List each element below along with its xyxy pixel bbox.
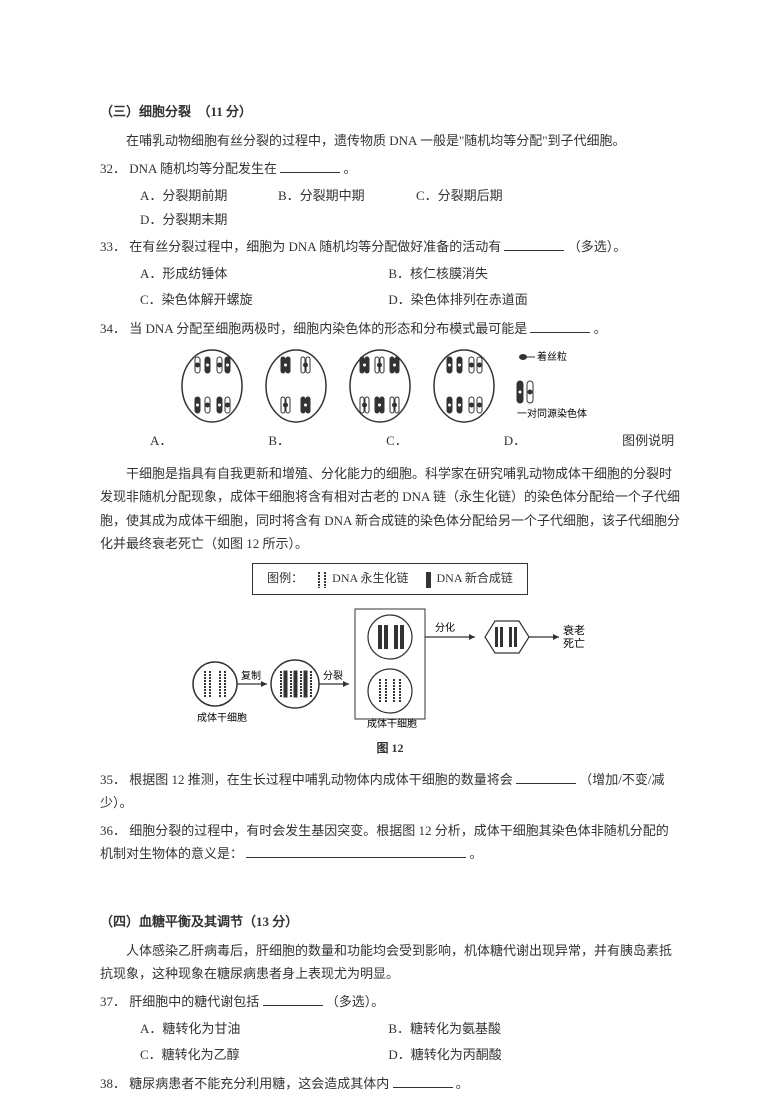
q36-tail: 。 [470,846,483,861]
q32-opt-c[interactable]: C．分裂期后期 [416,184,526,207]
q32-blank[interactable] [280,159,340,173]
legend-homolog: 一对同源染色体 [517,407,587,420]
q36-blank[interactable] [246,844,466,858]
fig12: 成体干细胞 复制 分裂 成体干细胞 分化 [100,599,680,736]
fig12-divide: 分裂 [323,669,343,682]
q33-tail: （多选）。 [568,239,627,254]
q34: 34． 当 DNA 分配至细胞两极时，细胞内染色体的形态和分布模式最可能是 。 [100,317,680,340]
legend-centromere: 着丝粒 [537,350,567,363]
q35-text: 根据图 12 推测，在生长过程中哺乳动物体内成体干细胞的数量将会 [129,772,513,787]
q34-label-a[interactable]: A． [150,429,172,452]
q37-opt-c[interactable]: C．糖转化为乙醇 [140,1043,388,1066]
q33-opt-a[interactable]: A．形成纺锤体 [140,262,388,285]
q32: 32． DNA 随机均等分配发生在 。 [100,157,680,180]
section3-intro: 在哺乳动物细胞有丝分裂的过程中，遗传物质 DNA 一般是"随机均等分配"到子代细… [100,129,680,152]
fig12-legend: 图例： DNA 永生化链 DNA 新合成链 [100,563,680,595]
q32-opt-b[interactable]: B．分裂期中期 [278,184,388,207]
new-strand-icon [424,571,434,589]
q33-opt-c[interactable]: C．染色体解开螺旋 [140,288,388,311]
fig12-replicate: 复制 [241,669,261,682]
q36-num: 36． [100,823,126,838]
stem-cell-para: 干细胞是指具有自我更新和增殖、分化能力的细胞。科学家在研究哺乳动物成体干细胞的分… [100,462,680,556]
q32-opt-a[interactable]: A．分裂期前期 [140,184,250,207]
q33-opt-d[interactable]: D．染色体排列在赤道面 [388,288,636,311]
q35-num: 35． [100,772,126,787]
q37-tail: （多选）。 [326,994,385,1009]
q37-text: 肝细胞中的糖代谢包括 [129,994,259,1009]
fig12-stem2: 成体干细胞 [367,717,417,730]
q33-num: 33． [100,239,126,254]
q37-options: A．糖转化为甘油 B．糖转化为氨基酸 C．糖转化为乙醇 D．糖转化为丙酮酸 [100,1017,680,1068]
immortal-strand-icon [315,571,329,589]
section4-intro: 人体感染乙肝病毒后，肝细胞的数量和功能均会受到影响，机体糖代谢出现异常，并有胰岛… [100,939,680,986]
q35: 35． 根据图 12 推测，在生长过程中哺乳动物体内成体干细胞的数量将会 （增加… [100,768,680,815]
q38-tail: 。 [456,1076,469,1091]
cell-diagram-d [429,347,499,425]
cell-diagram-a [177,347,247,425]
q34-label-c[interactable]: C． [386,429,408,452]
q32-tail: 。 [343,161,356,176]
q34-option-labels: A． B． C． D． 图例说明 [100,429,680,452]
fig12-diff: 分化 [435,621,455,634]
fig12-caption: 图 12 [100,738,680,760]
q35-blank[interactable] [516,770,576,784]
q37-blank[interactable] [263,992,323,1006]
q34-text: 当 DNA 分配至细胞两极时，细胞内染色体的形态和分布模式最可能是 [129,321,527,336]
q37: 37． 肝细胞中的糖代谢包括 （多选）。 [100,990,680,1013]
q33: 33． 在有丝分裂过程中，细胞为 DNA 随机均等分配做好准备的活动有 （多选）… [100,235,680,258]
q34-label-b[interactable]: B． [268,429,290,452]
q38-blank[interactable] [393,1074,453,1088]
q34-tail: 。 [594,321,607,336]
legend-item2: DNA 新合成链 [437,571,513,585]
q34-label-d[interactable]: D． [504,429,526,452]
q37-opt-d[interactable]: D．糖转化为丙酮酸 [388,1043,636,1066]
section4-title: （四）血糖平衡及其调节（13 分） [100,910,680,933]
q37-opt-b[interactable]: B．糖转化为氨基酸 [388,1017,636,1040]
q34-blank[interactable] [530,319,590,333]
q34-num: 34． [100,321,126,336]
q32-options: A．分裂期前期 B．分裂期中期 C．分裂期后期 D．分裂期末期 [100,184,680,231]
fig12-die-2: 死亡 [563,636,585,650]
q33-blank[interactable] [504,237,564,251]
fig12-stem1: 成体干细胞 [197,711,247,724]
q32-num: 32． [100,161,126,176]
q34-label-legend: 图例说明 [622,429,674,452]
q38-text: 糖尿病患者不能充分利用糖，这会造成其体内 [129,1076,389,1091]
q32-opt-d[interactable]: D．分裂期末期 [140,208,250,231]
cell-diagram-c [345,347,415,425]
q33-opt-b[interactable]: B．核仁核膜消失 [388,262,636,285]
q38-num: 38． [100,1076,126,1091]
cell-diagram-b [261,347,331,425]
q34-legend-icon: 着丝粒 一对同源染色体 [513,347,603,425]
section3-title: （三）细胞分裂 （11 分） [100,100,680,123]
q33-options: A．形成纺锤体 B．核仁核膜消失 C．染色体解开螺旋 D．染色体排列在赤道面 [100,262,680,313]
legend-label: 图例： [267,571,303,585]
q37-num: 37． [100,994,126,1009]
q32-text: DNA 随机均等分配发生在 [129,161,277,176]
legend-item1: DNA 永生化链 [332,571,408,585]
q36: 36． 细胞分裂的过程中，有时会发生基因突变。根据图 12 分析，成体干细胞其染… [100,819,680,866]
q33-text: 在有丝分裂过程中，细胞为 DNA 随机均等分配做好准备的活动有 [129,239,501,254]
q38: 38． 糖尿病患者不能充分利用糖，这会造成其体内 。 [100,1072,680,1095]
q37-opt-a[interactable]: A．糖转化为甘油 [140,1017,388,1040]
fig12-die-1: 衰老 [563,623,585,637]
q34-figures: 着丝粒 一对同源染色体 [100,347,680,425]
